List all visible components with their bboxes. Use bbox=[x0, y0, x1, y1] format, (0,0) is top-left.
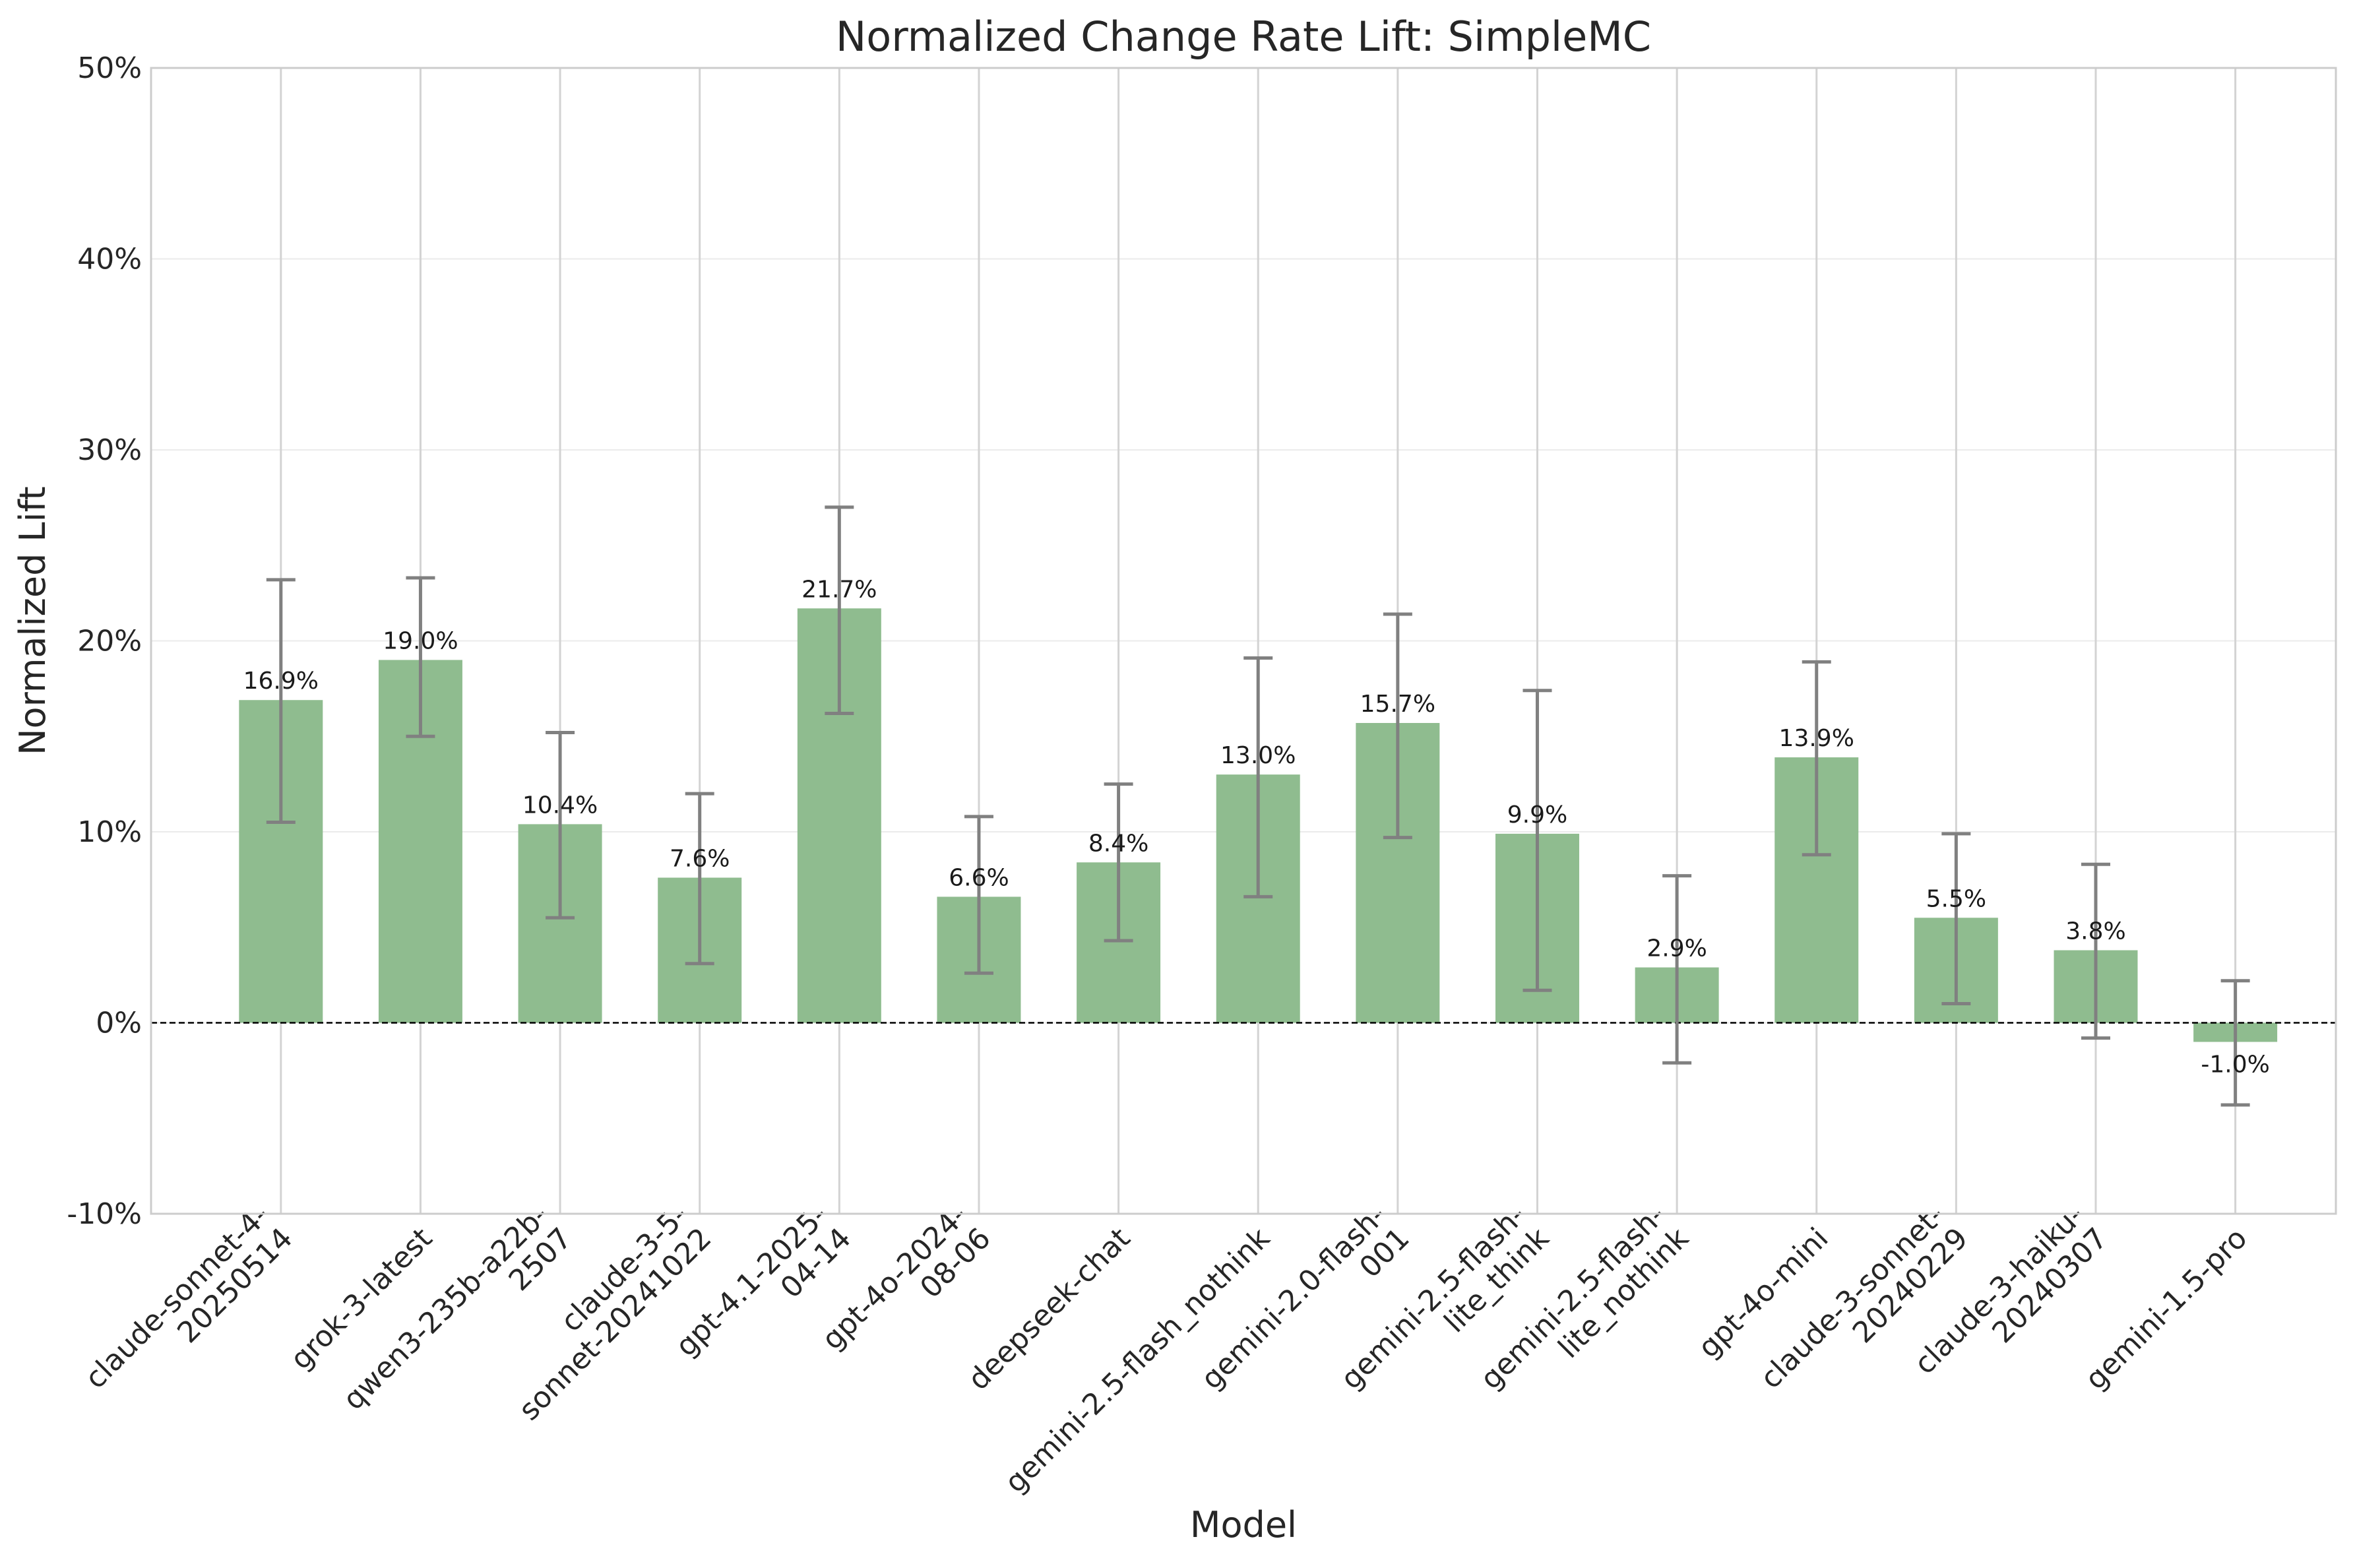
x-axis-label: Model bbox=[1190, 1504, 1297, 1546]
y-tick-label: 0% bbox=[96, 1007, 142, 1040]
value-label: 16.9% bbox=[243, 668, 319, 695]
value-label: 3.8% bbox=[2065, 918, 2125, 945]
value-labels: 16.9% 19.0% 10.4% 7.6% 21.7% 6.6% 8.4% 13.0% 15.… bbox=[243, 576, 2270, 1078]
x-axis-ticks: claude-sonnet-4-20250514grok-3-latestqwe… bbox=[78, 1198, 2253, 1499]
value-label: 7.6% bbox=[670, 845, 730, 872]
x-tick-label: gpt-4o-2024-08-06 bbox=[815, 1198, 997, 1379]
plot-border bbox=[150, 67, 2337, 1215]
y-tick-label: 20% bbox=[77, 625, 142, 658]
value-label: -1.0% bbox=[2201, 1051, 2269, 1078]
value-label: 8.4% bbox=[1088, 830, 1148, 857]
error-bars bbox=[266, 505, 2250, 1107]
y-tick-label: 50% bbox=[77, 51, 142, 85]
x-tick-label: claude-3-sonnet-20240229 bbox=[1754, 1198, 1974, 1418]
chart-title: Normalized Change Rate Lift: SimpleMC bbox=[836, 13, 1651, 61]
value-label: 19.0% bbox=[383, 627, 458, 654]
value-label: 15.7% bbox=[1360, 691, 1435, 718]
plot-frame bbox=[150, 67, 2337, 1215]
value-label: 10.4% bbox=[522, 792, 598, 819]
y-tick-label: -10% bbox=[67, 1197, 142, 1231]
value-label: 6.6% bbox=[949, 864, 1009, 891]
value-label: 21.7% bbox=[801, 576, 877, 603]
y-axis-ticks: -10% 0% 10% 20% 30% 40% 50% bbox=[67, 51, 142, 1231]
y-tick-label: 10% bbox=[77, 815, 142, 849]
value-label: 5.5% bbox=[1926, 885, 1986, 912]
value-label: 13.0% bbox=[1220, 742, 1296, 769]
value-label: 2.9% bbox=[1647, 935, 1707, 962]
y-tick-label: 40% bbox=[77, 243, 142, 276]
x-tick-label: gemini-2.0-flash-001 bbox=[1195, 1198, 1416, 1419]
gridlines bbox=[151, 67, 2336, 1214]
y-axis-label: Normalized Lift bbox=[12, 486, 53, 755]
y-tick-label: 30% bbox=[77, 433, 142, 467]
x-tick-label: claude-sonnet-4-20250514 bbox=[78, 1198, 299, 1418]
value-label: 9.9% bbox=[1507, 801, 1567, 829]
value-label: 13.9% bbox=[1779, 725, 1854, 752]
